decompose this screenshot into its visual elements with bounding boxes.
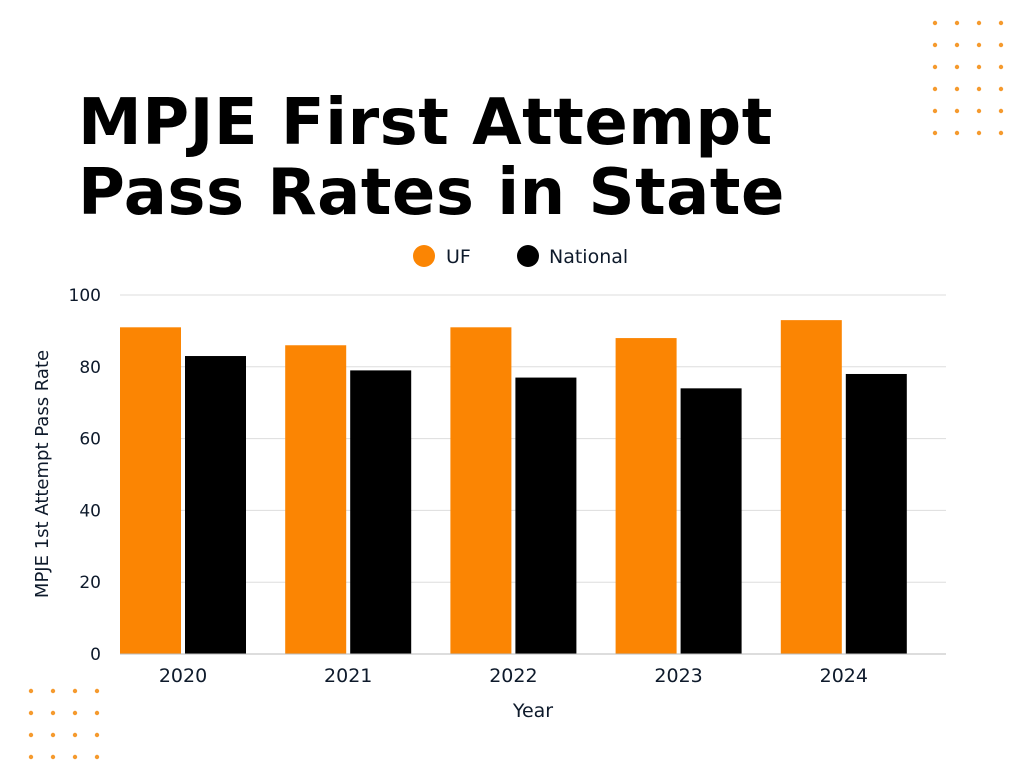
legend-marker-national <box>517 245 539 267</box>
y-tick-label-40: 40 <box>79 501 101 521</box>
decorative-dot <box>28 688 34 694</box>
decorative-dot <box>932 20 938 26</box>
bar-uf-2022 <box>450 327 512 654</box>
bar-national-2023 <box>680 388 742 654</box>
decorative-dot <box>28 732 34 738</box>
decorative-dot <box>72 732 78 738</box>
decorative-dot <box>932 108 938 114</box>
decorative-dot <box>94 710 100 716</box>
decorative-dot <box>954 130 960 136</box>
decorative-dot <box>954 86 960 92</box>
y-tick-label-80: 80 <box>79 358 101 378</box>
decorative-dot <box>28 710 34 716</box>
decorative-dot <box>998 108 1004 114</box>
x-tick-label-2024: 2024 <box>820 665 868 687</box>
decorative-dot <box>72 710 78 716</box>
bar-uf-2020 <box>120 327 181 654</box>
bar-uf-2021 <box>285 345 347 654</box>
decorative-dot <box>954 64 960 70</box>
decorative-dot <box>976 86 982 92</box>
decorative-dot <box>932 130 938 136</box>
decorative-dot <box>954 20 960 26</box>
y-tick-label-100: 100 <box>69 286 101 306</box>
x-tick-label-2022: 2022 <box>489 665 537 687</box>
decorative-dot <box>998 86 1004 92</box>
decorative-dot <box>28 754 34 760</box>
x-axis-title: Year <box>512 700 553 722</box>
bar-uf-2023 <box>615 338 677 654</box>
y-axis-title: MPJE 1st Attempt Pass Rate <box>32 350 53 598</box>
decorative-dot <box>998 64 1004 70</box>
bar-national-2020 <box>185 356 246 654</box>
decorative-dot <box>998 20 1004 26</box>
decorative-dot <box>932 86 938 92</box>
decorative-dot <box>954 108 960 114</box>
y-tick-label-0: 0 <box>90 645 101 665</box>
decorative-dot <box>976 20 982 26</box>
decorative-dot <box>976 108 982 114</box>
decorative-dot <box>998 130 1004 136</box>
title-line-1: MPJE First Attempt <box>78 86 773 160</box>
x-tick-label-2020: 2020 <box>159 665 207 687</box>
page-title: MPJE First Attempt Pass Rates in State <box>78 88 785 228</box>
decorative-dot <box>954 42 960 48</box>
legend-marker-uf <box>413 245 435 267</box>
x-tick-label-2023: 2023 <box>654 665 702 687</box>
decorative-dots-top-right <box>932 20 1004 136</box>
y-tick-label-20: 20 <box>79 573 101 593</box>
x-tick-label-2021: 2021 <box>324 665 372 687</box>
decorative-dots-bottom-left <box>28 688 100 760</box>
decorative-dot <box>998 42 1004 48</box>
decorative-dot <box>72 688 78 694</box>
decorative-dot <box>50 688 56 694</box>
decorative-dot <box>976 64 982 70</box>
decorative-dot <box>94 754 100 760</box>
decorative-dot <box>976 42 982 48</box>
decorative-dot <box>94 732 100 738</box>
decorative-dot <box>932 42 938 48</box>
y-tick-label-60: 60 <box>79 430 101 450</box>
legend-label-uf: UF <box>446 246 471 268</box>
bar-national-2021 <box>350 370 412 654</box>
legend-label-national: National <box>549 246 628 268</box>
decorative-dot <box>50 710 56 716</box>
bar-national-2022 <box>515 377 577 654</box>
decorative-dot <box>94 688 100 694</box>
decorative-dot <box>50 754 56 760</box>
decorative-dot <box>50 732 56 738</box>
decorative-dot <box>976 130 982 136</box>
decorative-dot <box>932 64 938 70</box>
title-line-2: Pass Rates in State <box>78 156 785 230</box>
decorative-dot <box>72 754 78 760</box>
bar-uf-2024 <box>780 320 842 654</box>
bar-national-2024 <box>845 373 907 654</box>
